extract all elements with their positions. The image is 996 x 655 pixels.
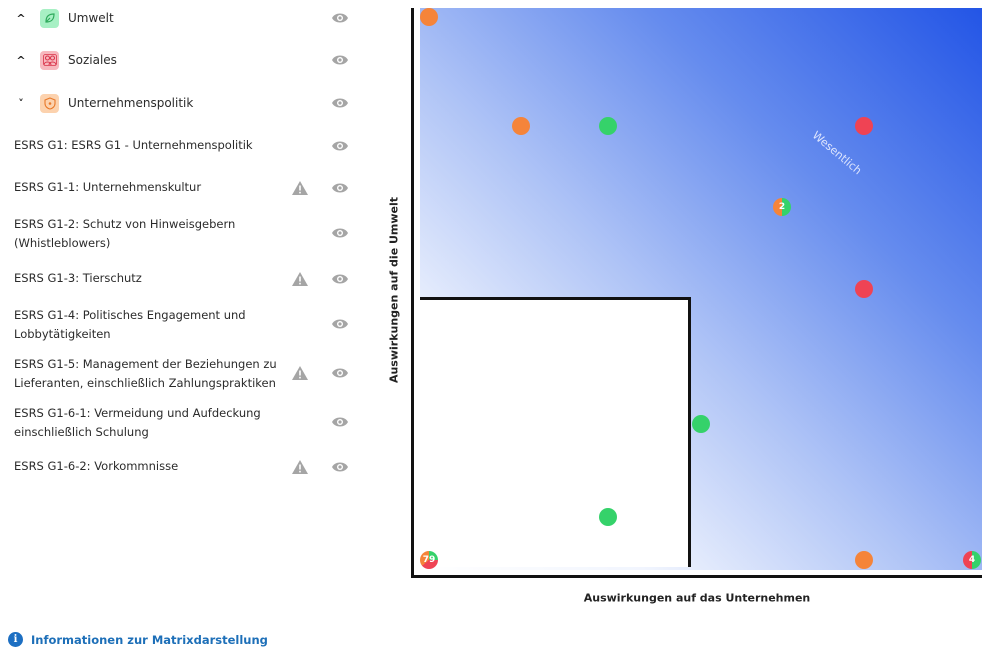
warning-icon — [292, 366, 308, 380]
list-item[interactable]: ESRS G1: ESRS G1 - Unternehmenspolitik — [0, 136, 370, 156]
eye-icon[interactable] — [331, 416, 349, 428]
y-axis — [411, 8, 414, 578]
non-material-region — [420, 297, 691, 567]
x-axis-label: Auswirkungen auf das Unternehmen — [583, 591, 811, 605]
list-item[interactable]: ESRS G1-5: Management der Beziehungen zu… — [0, 354, 370, 394]
chevron-down-icon[interactable]: ˅ — [18, 96, 24, 110]
eye-icon[interactable] — [331, 54, 349, 66]
list-item[interactable]: ESRS G1-2: Schutz von Hinweisgebern (Whi… — [0, 214, 370, 254]
eye-icon[interactable] — [331, 273, 349, 285]
item-label: ESRS G1-6-1: Vermeidung und Aufdeckung e… — [14, 406, 261, 439]
eye-icon[interactable] — [331, 461, 349, 473]
data-point[interactable] — [512, 117, 530, 135]
data-point[interactable] — [599, 117, 617, 135]
eye-icon[interactable] — [331, 367, 349, 379]
data-point[interactable] — [599, 508, 617, 526]
data-point[interactable] — [855, 280, 873, 298]
people-icon — [40, 50, 59, 70]
materiality-matrix: Auswirkungen auf die Umwelt Auswirkungen… — [380, 0, 996, 620]
category-row-soziales[interactable]: ^ Soziales — [0, 50, 370, 70]
eye-icon[interactable] — [331, 318, 349, 330]
item-label: ESRS G1-3: Tierschutz — [14, 271, 142, 285]
category-label: Umwelt — [68, 11, 114, 25]
category-row-unternehmenspolitik[interactable]: ˅ Unternehmenspolitik — [0, 93, 370, 113]
item-label: ESRS G1-5: Management der Beziehungen zu… — [14, 357, 277, 390]
data-point-cluster[interactable]: 4 — [963, 551, 981, 569]
list-item[interactable]: ESRS G1-3: Tierschutz — [0, 269, 370, 289]
shield-icon — [40, 93, 59, 113]
data-point[interactable] — [855, 117, 873, 135]
category-label: Unternehmenspolitik — [68, 96, 194, 110]
item-label: ESRS G1-2: Schutz von Hinweisgebern (Whi… — [14, 217, 236, 250]
item-label: ESRS G1-4: Politisches Engagement und Lo… — [14, 308, 246, 341]
chevron-up-icon[interactable]: ^ — [16, 11, 26, 25]
list-item[interactable]: ESRS G1-6-2: Vorkommnisse — [0, 457, 370, 477]
data-point-cluster[interactable]: 2 — [773, 198, 791, 216]
list-item[interactable]: ESRS G1-4: Politisches Engagement und Lo… — [0, 305, 370, 345]
warning-icon — [292, 181, 308, 195]
eye-icon[interactable] — [331, 140, 349, 152]
item-label: ESRS G1-6-2: Vorkommnisse — [14, 459, 179, 473]
item-label: ESRS G1: ESRS G1 - Unternehmenspolitik — [14, 138, 253, 152]
eye-icon[interactable] — [331, 227, 349, 239]
data-point[interactable] — [855, 551, 873, 569]
chevron-up-icon[interactable]: ^ — [16, 53, 26, 67]
list-item[interactable]: ESRS G1-1: Unternehmenskultur — [0, 178, 370, 198]
category-row-umwelt[interactable]: ^ Umwelt — [0, 8, 370, 28]
leaf-icon — [40, 8, 59, 28]
warning-icon — [292, 272, 308, 286]
eye-icon[interactable] — [331, 182, 349, 194]
info-link-label: Informationen zur Matrixdarstellung — [31, 632, 268, 647]
list-item[interactable]: ESRS G1-6-1: Vermeidung und Aufdeckung e… — [0, 403, 370, 443]
warning-icon — [292, 460, 308, 474]
matrix-info-link[interactable]: i Informationen zur Matrixdarstellung — [8, 632, 268, 647]
category-label: Soziales — [68, 53, 117, 67]
x-axis — [411, 575, 982, 578]
eye-icon[interactable] — [331, 12, 349, 24]
info-icon: i — [8, 632, 23, 647]
data-point[interactable] — [420, 8, 438, 26]
item-label: ESRS G1-1: Unternehmenskultur — [14, 180, 202, 194]
data-point-cluster[interactable]: 79 — [420, 551, 438, 569]
y-axis-label: Auswirkungen auf die Umwelt — [387, 196, 401, 384]
eye-icon[interactable] — [331, 97, 349, 109]
data-point[interactable] — [692, 415, 710, 433]
